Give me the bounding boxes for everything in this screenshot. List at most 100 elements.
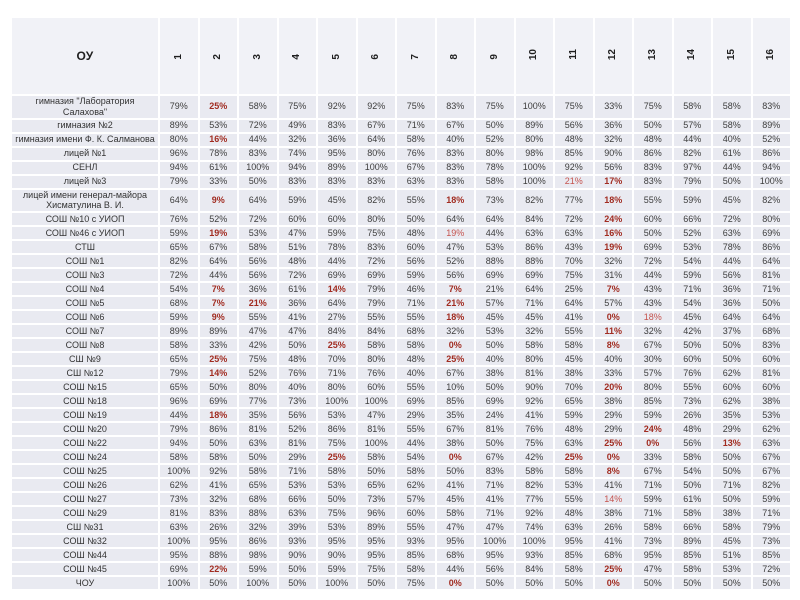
value-cell: 69%: [356, 268, 396, 283]
value-cell: 45%: [317, 188, 357, 213]
value-cell: 32%: [593, 132, 633, 147]
value-cell: 75%: [396, 95, 436, 119]
value-cell: 50%: [475, 576, 515, 591]
value-cell: 53%: [751, 408, 791, 423]
value-cell: 57%: [475, 296, 515, 311]
value-cell: 73%: [633, 534, 673, 549]
value-cell: 55%: [633, 188, 673, 213]
value-cell: 79%: [159, 366, 199, 381]
value-cell: 50%: [633, 226, 673, 241]
value-cell: 57%: [593, 296, 633, 311]
table-row: СОШ №45 69% 22% 59% 50% 59% 75% 58% 44% 56% 84% 58%…: [11, 562, 791, 577]
value-cell: 70%: [317, 352, 357, 367]
value-cell: 33%: [593, 366, 633, 381]
value-cell: 38%: [475, 366, 515, 381]
value-cell: 83%: [238, 146, 278, 161]
table-row: СОШ №10 с УИОП 76% 52% 72% 60% 60% 80% 50% 64% 64…: [11, 212, 791, 227]
value-cell: 60%: [633, 212, 673, 227]
value-cell: 14%: [593, 492, 633, 507]
value-cell: 45%: [554, 352, 594, 367]
column-header-label: 14: [686, 48, 698, 60]
value-cell: 50%: [514, 576, 554, 591]
value-cell: 58%: [712, 95, 752, 119]
value-cell: 60%: [751, 352, 791, 367]
value-cell: 8%: [593, 338, 633, 353]
value-cell: 50%: [475, 380, 515, 395]
value-cell: 31%: [593, 268, 633, 283]
value-cell: 50%: [633, 118, 673, 133]
value-cell: 75%: [554, 268, 594, 283]
value-cell: 55%: [238, 310, 278, 325]
value-cell: 81%: [514, 366, 554, 381]
value-cell: 79%: [159, 95, 199, 119]
value-cell: 38%: [593, 506, 633, 521]
value-cell: 94%: [159, 436, 199, 451]
value-cell: 45%: [435, 492, 475, 507]
value-cell: 40%: [593, 352, 633, 367]
value-cell: 24%: [593, 212, 633, 227]
value-cell: 80%: [514, 132, 554, 147]
value-cell: 58%: [712, 520, 752, 535]
school-name-cell: лицей №3: [11, 174, 159, 189]
value-cell: 81%: [277, 436, 317, 451]
value-cell: 71%: [712, 478, 752, 493]
column-header-label: 16: [765, 48, 777, 60]
value-cell: 58%: [396, 132, 436, 147]
value-cell: 85%: [554, 548, 594, 563]
table-row: СЕНЛ 94% 61% 100% 94% 89% 100% 67% 83% 78% 100% 92%…: [11, 160, 791, 175]
school-name-cell: СОШ №46 с УИОП: [11, 226, 159, 241]
value-cell: 75%: [514, 436, 554, 451]
value-cell: 50%: [277, 338, 317, 353]
school-name-cell: СОШ №26: [11, 478, 159, 493]
value-cell: 47%: [435, 520, 475, 535]
value-cell: 81%: [356, 422, 396, 437]
value-cell: 66%: [277, 492, 317, 507]
value-cell: 75%: [356, 562, 396, 577]
value-cell: 56%: [238, 254, 278, 269]
value-cell: 32%: [593, 254, 633, 269]
value-cell: 50%: [277, 576, 317, 591]
value-cell: 92%: [198, 464, 238, 479]
value-cell: 94%: [159, 160, 199, 175]
value-cell: 56%: [672, 436, 712, 451]
value-cell: 95%: [356, 548, 396, 563]
value-cell: 33%: [633, 450, 673, 465]
value-cell: 77%: [554, 188, 594, 213]
results-table: ОУ 1 2 3 4 5 6 7 8 9 10 11 12 13 14 15 16 гимназия "Лаб…: [11, 17, 791, 591]
value-cell: 7%: [593, 282, 633, 297]
value-cell: 58%: [672, 450, 712, 465]
value-cell: 60%: [751, 380, 791, 395]
value-cell: 59%: [396, 268, 436, 283]
value-cell: 50%: [356, 576, 396, 591]
value-cell: 50%: [475, 436, 515, 451]
value-cell: 78%: [198, 146, 238, 161]
value-cell: 41%: [593, 478, 633, 493]
column-header-label: 12: [607, 48, 619, 60]
corner-header-cell: ОУ: [11, 17, 159, 95]
value-cell: 85%: [751, 548, 791, 563]
value-cell: 0%: [633, 436, 673, 451]
value-cell: 100%: [356, 160, 396, 175]
value-cell: 95%: [475, 548, 515, 563]
value-cell: 44%: [159, 408, 199, 423]
header-row: ОУ 1 2 3 4 5 6 7 8 9 10 11 12 13 14 15 16: [11, 17, 791, 95]
column-header-label: 6: [370, 54, 382, 60]
value-cell: 49%: [277, 118, 317, 133]
value-cell: 26%: [672, 408, 712, 423]
value-cell: 53%: [317, 408, 357, 423]
value-cell: 63%: [277, 506, 317, 521]
value-cell: 82%: [356, 188, 396, 213]
value-cell: 58%: [356, 338, 396, 353]
value-cell: 78%: [475, 160, 515, 175]
value-cell: 29%: [593, 408, 633, 423]
value-cell: 81%: [475, 422, 515, 437]
value-cell: 81%: [159, 506, 199, 521]
column-header-label: 7: [409, 54, 421, 60]
value-cell: 56%: [475, 562, 515, 577]
school-name-cell: гимназия имени Ф. К. Салманова: [11, 132, 159, 147]
value-cell: 82%: [751, 188, 791, 213]
value-cell: 100%: [356, 436, 396, 451]
value-cell: 80%: [633, 380, 673, 395]
column-header: 6: [356, 17, 396, 95]
